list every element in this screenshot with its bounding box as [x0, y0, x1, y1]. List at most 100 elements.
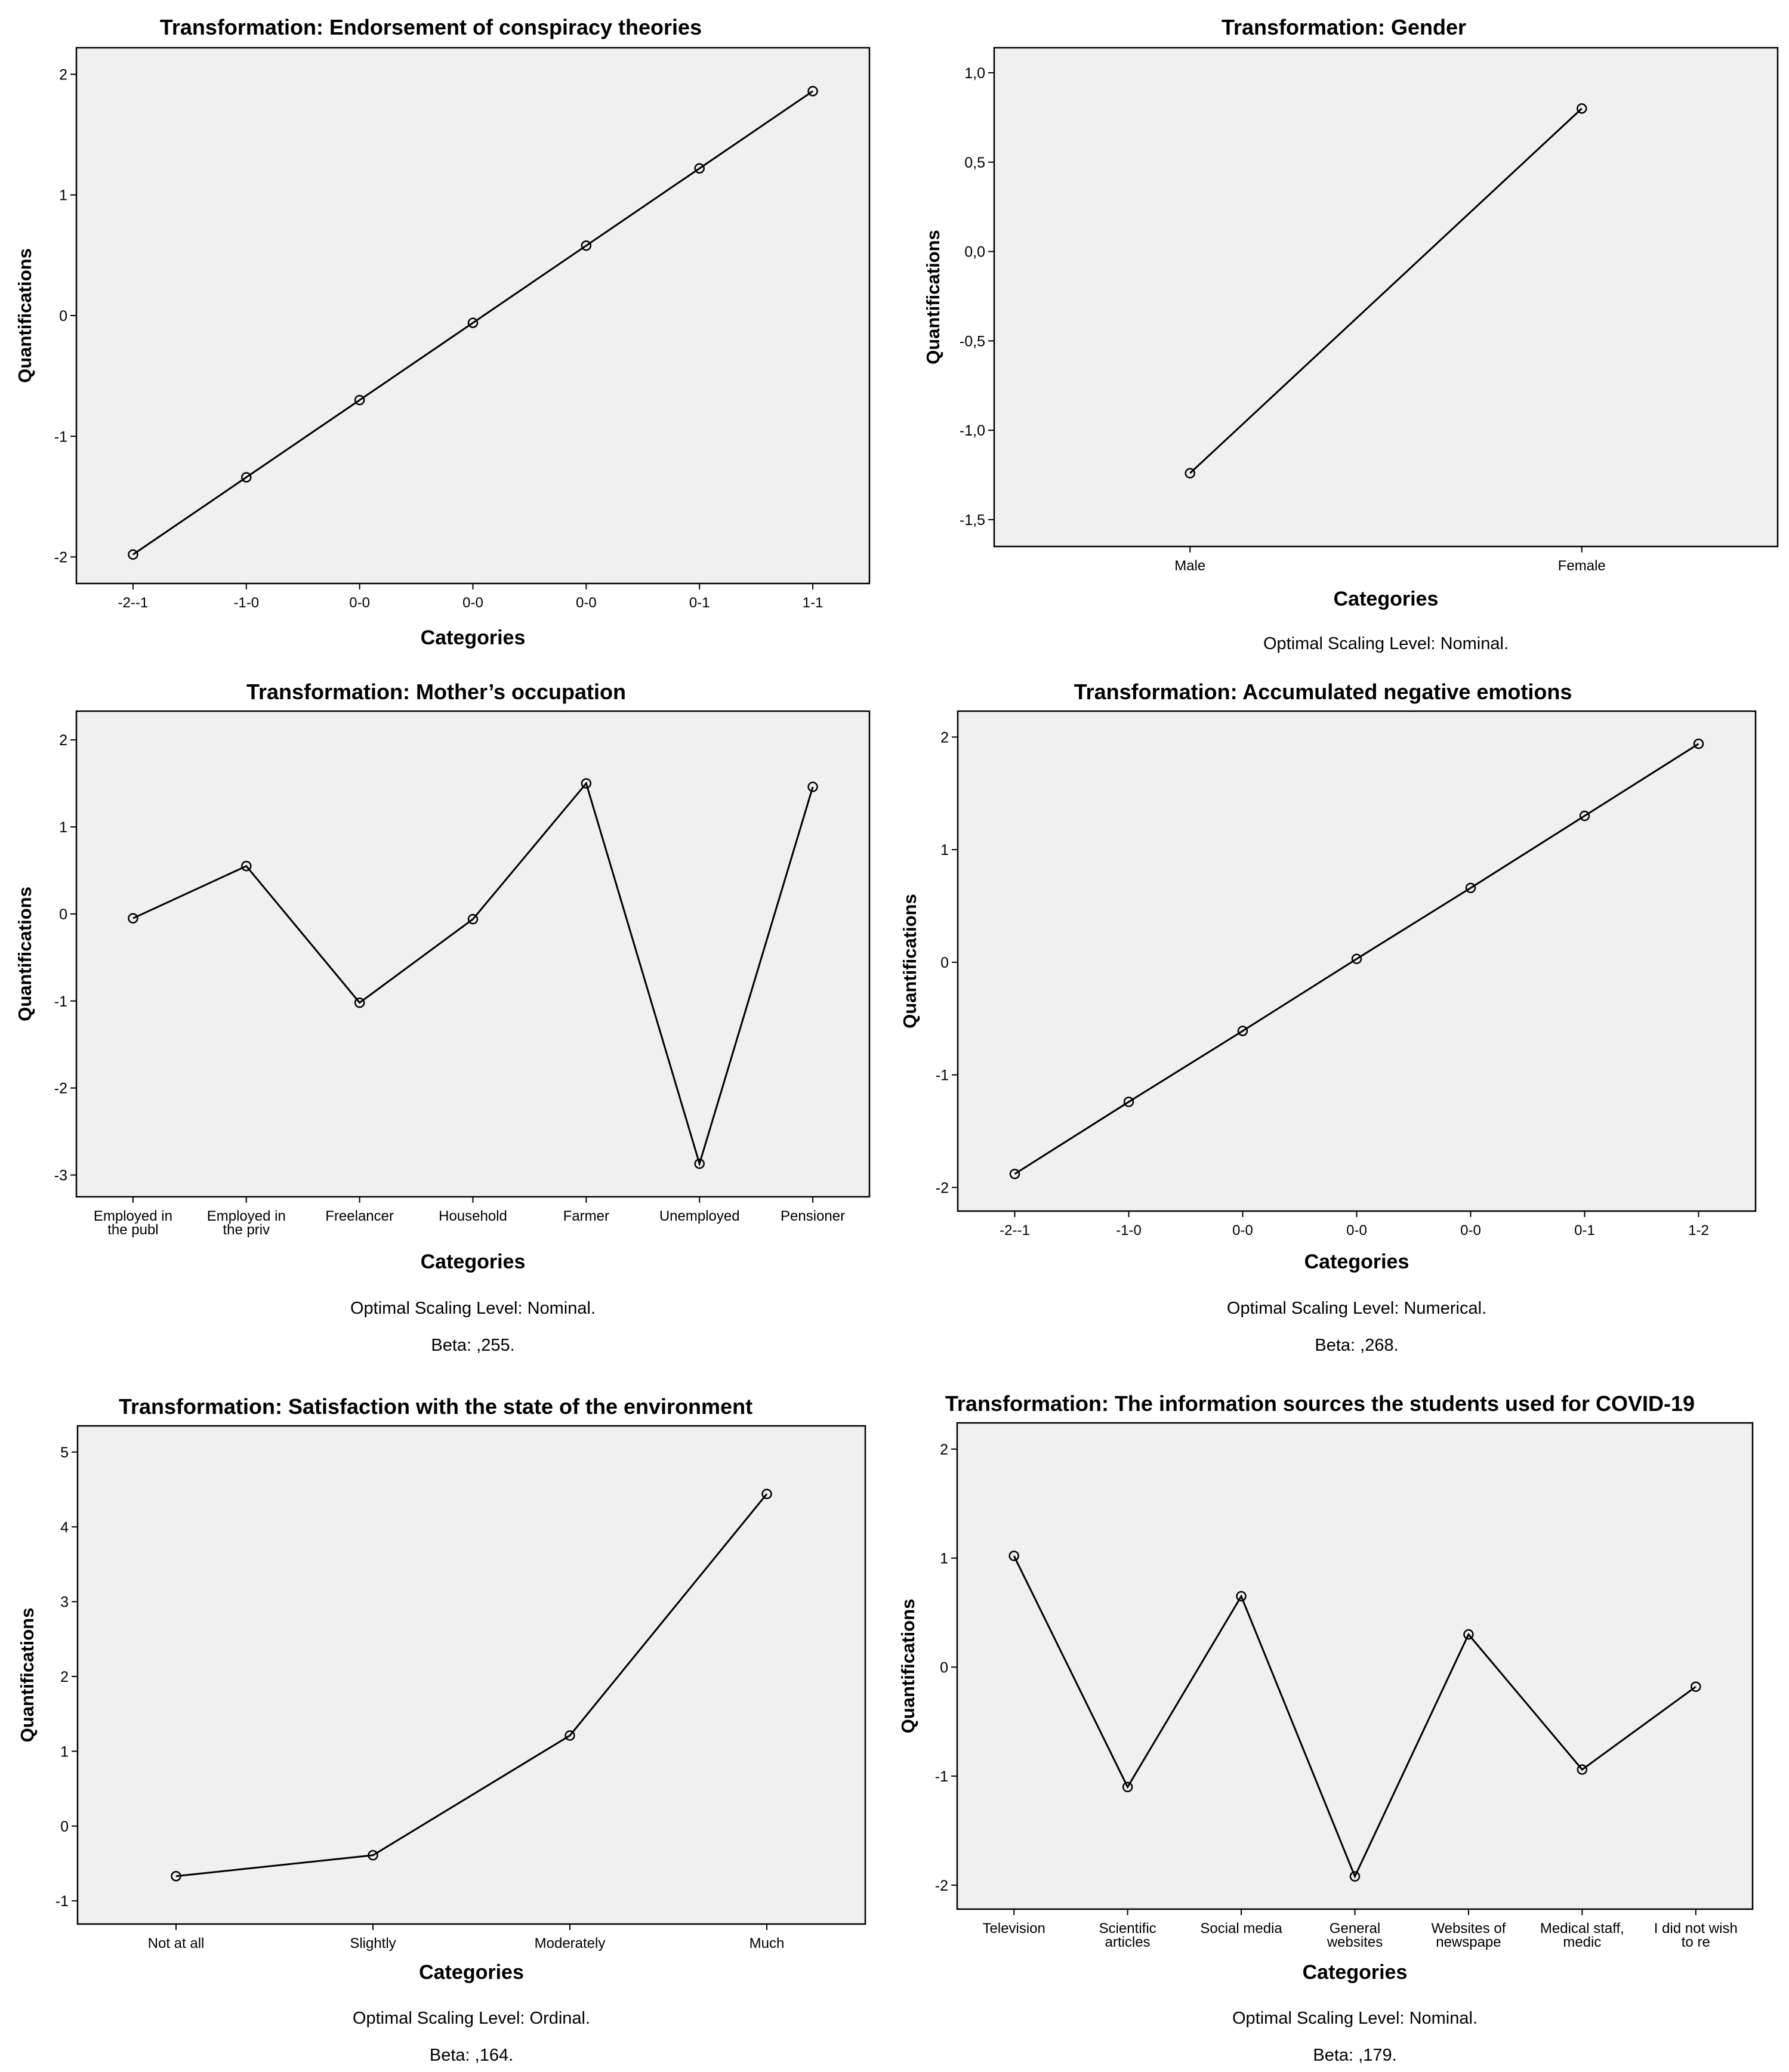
x-tick-label: 0-0 — [1346, 1222, 1367, 1239]
series-line — [175, 1493, 768, 1878]
data-point — [467, 913, 479, 925]
x-tick-label-line: 0-0 — [1232, 1222, 1253, 1239]
y-tick-label: 2 — [940, 729, 949, 746]
x-tick-label: I did not wish to re — [1654, 1920, 1738, 1950]
y-tick-label: 0 — [60, 1818, 69, 1835]
scaling-level-note: Optimal Scaling Level: Numerical. — [1227, 1299, 1486, 1318]
x-axis-label: Categories — [1334, 588, 1439, 610]
series-line — [1013, 1555, 1697, 1879]
data-point — [128, 549, 138, 560]
y-tick-label: -1,5 — [960, 512, 985, 529]
x-axis-label: Categories — [419, 1961, 524, 1984]
chart-title: Transformation: Accumulated negative emo… — [1074, 680, 1572, 704]
x-tick-label-line: -1-0 — [233, 595, 259, 611]
x-tick-label: Unemployed — [659, 1208, 740, 1224]
x-axis-label: Categories — [1303, 1961, 1408, 1984]
y-axis-label: Quantifications — [14, 248, 35, 383]
x-tick-label-line: newspape — [1436, 1934, 1501, 1950]
x-tick-label-line: 0-0 — [349, 595, 370, 611]
x-tick-label: -1-0 — [1116, 1222, 1142, 1239]
beta-note: Beta: ,164. — [430, 2046, 513, 2065]
y-tick-label: -1 — [935, 1768, 948, 1785]
x-tick-label: 1-1 — [803, 595, 823, 611]
data-point — [1351, 953, 1362, 964]
x-tick-label-line: -2--1 — [118, 595, 149, 611]
data-point — [241, 860, 252, 872]
x-tick-label-line: Scientific — [1099, 1920, 1156, 1937]
x-tick-label: Much — [749, 1935, 785, 1951]
x-tick-label: Slightly — [350, 1935, 396, 1951]
data-point — [1009, 1168, 1020, 1179]
y-tick-label: 1 — [59, 819, 67, 836]
data-point — [1008, 1551, 1019, 1561]
x-tick-label: Farmer — [563, 1208, 609, 1224]
data-point — [1237, 1026, 1248, 1036]
x-tick-label-line: -1-0 — [1116, 1222, 1142, 1239]
chart-panel-4: Transformation: Accumulated negative emo… — [899, 680, 1757, 1355]
x-tick-label: Medical staff, medic — [1540, 1920, 1624, 1950]
x-tick-label-line: 0-1 — [1574, 1222, 1595, 1239]
data-point — [565, 1730, 575, 1741]
scaling-level-note: Optimal Scaling Level: Nominal. — [1232, 2009, 1478, 2028]
data-point — [581, 778, 592, 789]
x-tick-label: Freelancer — [325, 1208, 394, 1224]
x-tick-label: -1-0 — [233, 595, 259, 611]
x-tick-label: -2--1 — [118, 595, 149, 611]
x-tick-label-line: General — [1330, 1920, 1380, 1937]
plot-area — [956, 1422, 1754, 1910]
x-tick-label-line: Social media — [1200, 1920, 1282, 1937]
x-tick-label-line: -2--1 — [1000, 1222, 1030, 1239]
data-point — [1577, 1764, 1588, 1775]
scaling-level-note: Optimal Scaling Level: Ordinal. — [353, 2009, 590, 2028]
plot-area — [993, 47, 1779, 548]
x-tick-label-line: Household — [439, 1208, 507, 1224]
x-tick-label-line: Freelancer — [325, 1208, 394, 1224]
y-axis-label: Quantifications — [923, 230, 943, 365]
x-tick-label-line: Female — [1558, 558, 1606, 574]
x-tick-label: 0-0 — [349, 595, 370, 611]
data-point — [1465, 882, 1476, 894]
y-tick-label: 0 — [59, 308, 67, 325]
data-point — [581, 240, 592, 251]
x-tick-label: -2--1 — [1000, 1222, 1030, 1239]
y-tick-label: -2 — [935, 1878, 948, 1894]
chart-title: Transformation: Mother’s occupation — [246, 680, 626, 704]
y-tick-label: 4 — [60, 1519, 69, 1536]
plot-area — [957, 710, 1757, 1212]
x-tick-label-line: 1-2 — [1688, 1222, 1709, 1239]
chart-panel-5: Transformation: Satisfaction with the st… — [17, 1394, 866, 2065]
x-tick-label-line: Employed in — [207, 1208, 286, 1224]
x-axis-label: Categories — [421, 1250, 526, 1273]
x-tick-label-line: websites — [1327, 1934, 1383, 1950]
data-point — [241, 472, 252, 483]
beta-note: Beta: ,179. — [1313, 2046, 1396, 2065]
y-tick-label: 0 — [940, 955, 949, 971]
data-point — [368, 1849, 378, 1861]
beta-note: Beta: ,255. — [431, 1336, 514, 1355]
y-tick-label: 2 — [59, 732, 67, 749]
x-axis-label: Categories — [1304, 1250, 1409, 1273]
y-tick-label: 5 — [60, 1444, 69, 1461]
x-tick-label: 0-0 — [576, 595, 597, 611]
data-point — [807, 86, 818, 97]
x-tick-label: Social media — [1200, 1920, 1282, 1937]
y-tick-label: -1,0 — [960, 422, 985, 439]
scaling-level-note: Optimal Scaling Level: Nominal. — [350, 1299, 596, 1318]
x-tick-label: Male — [1174, 558, 1205, 574]
data-point — [694, 163, 705, 174]
y-tick-label: 2 — [60, 1669, 69, 1685]
y-axis-label: Quantifications — [14, 887, 35, 1021]
x-tick-label-line: Much — [749, 1935, 785, 1951]
x-tick-label: Employed in the priv — [207, 1208, 286, 1238]
x-axis-label: Categories — [421, 626, 526, 649]
x-tick-label-line: 0-0 — [462, 595, 483, 611]
x-tick-label: General websites — [1327, 1920, 1383, 1950]
series-line — [132, 781, 814, 1167]
x-tick-label: 0-1 — [1574, 1222, 1595, 1239]
x-tick-label-line: Employed in — [94, 1208, 172, 1224]
plot-area — [76, 1425, 866, 1925]
chart-title: Transformation: Endorsement of conspirac… — [160, 15, 702, 39]
x-tick-label: Household — [439, 1208, 507, 1224]
data-point — [467, 317, 479, 328]
x-tick-label: Not at all — [148, 1935, 205, 1951]
